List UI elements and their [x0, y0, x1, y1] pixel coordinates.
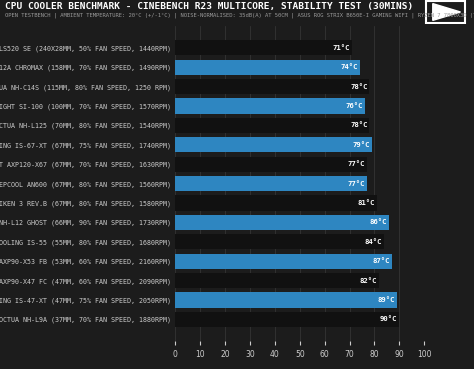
Text: 76°C: 76°C	[345, 103, 363, 109]
Text: 77°C: 77°C	[347, 180, 365, 187]
Text: 77°C: 77°C	[347, 161, 365, 167]
Text: 87°C: 87°C	[373, 258, 390, 264]
Text: 86°C: 86°C	[370, 220, 387, 225]
Bar	[175, 293, 397, 308]
Bar	[175, 196, 377, 211]
Bar	[175, 234, 384, 249]
Bar	[175, 59, 359, 75]
Text: 84°C: 84°C	[365, 239, 383, 245]
Text: CPU COOLER BENCHMARK - CINEBENCH R23 MULTICORE, STABILITY TEST (30MINS): CPU COOLER BENCHMARK - CINEBENCH R23 MUL…	[5, 2, 413, 11]
Bar	[175, 99, 365, 114]
Bar	[175, 254, 392, 269]
Bar	[175, 273, 379, 288]
Text: 78°C: 78°C	[350, 83, 367, 90]
Bar	[175, 176, 367, 191]
Text: 74°C: 74°C	[340, 64, 357, 70]
Text: 90°C: 90°C	[380, 316, 397, 323]
Text: 71°C: 71°C	[333, 45, 350, 51]
Bar	[175, 137, 372, 152]
Polygon shape	[433, 4, 460, 20]
Bar	[175, 79, 370, 94]
Text: 82°C: 82°C	[360, 277, 377, 284]
Bar	[175, 215, 390, 230]
Bar	[175, 156, 367, 172]
Text: 78°C: 78°C	[350, 123, 367, 128]
Text: 79°C: 79°C	[353, 142, 370, 148]
Bar	[175, 40, 352, 55]
Bar	[175, 118, 370, 133]
Text: 81°C: 81°C	[357, 200, 375, 206]
Bar	[175, 312, 399, 327]
Text: 89°C: 89°C	[377, 297, 395, 303]
Text: OPEN TESTBENCH | AMBIENT TEMPERATURE: 20°C (+/-1°C) | NOISE-NORMALISED: 35dB(A) : OPEN TESTBENCH | AMBIENT TEMPERATURE: 20…	[5, 13, 474, 18]
